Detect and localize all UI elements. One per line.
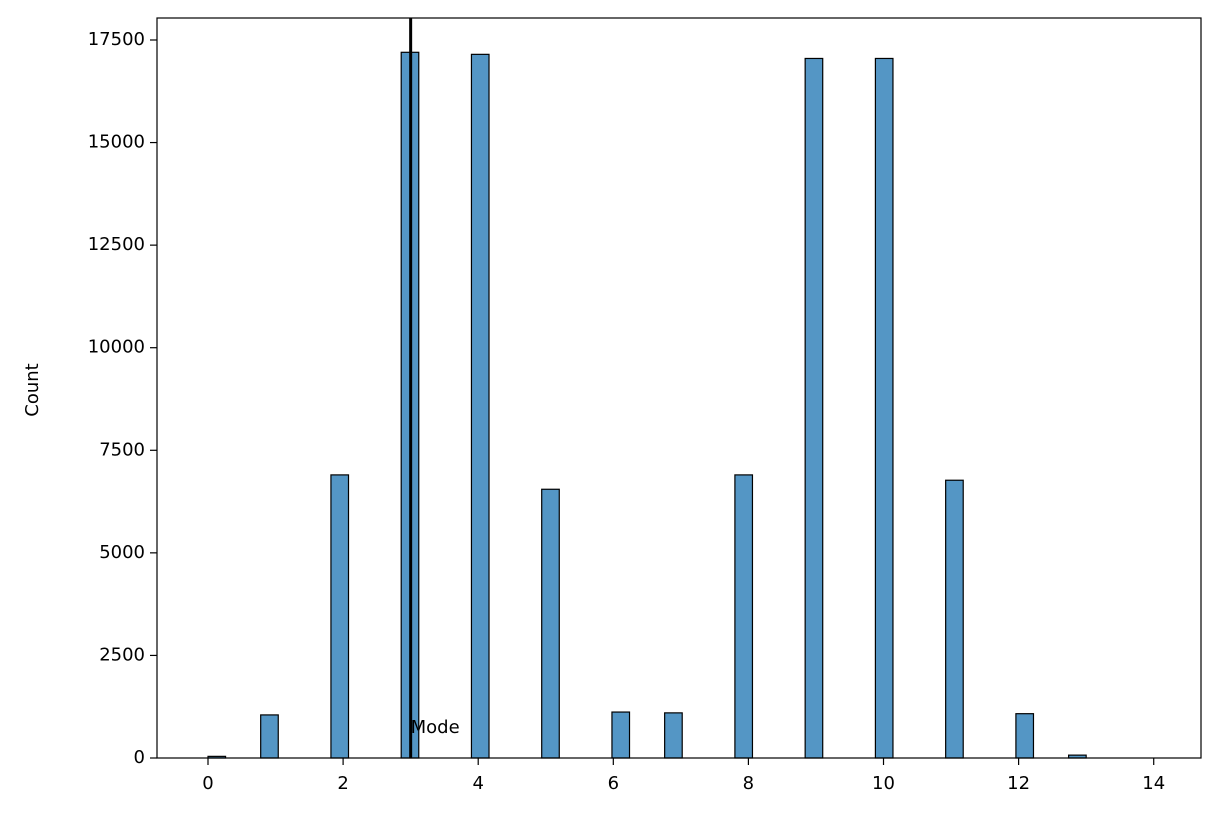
bar <box>734 474 754 759</box>
bar <box>804 57 824 759</box>
bar <box>664 712 683 759</box>
y-axis-label: Count <box>22 363 43 416</box>
x-tick-label: 8 <box>743 773 754 794</box>
y-tick-label: 7500 <box>99 439 145 460</box>
bar <box>611 711 631 759</box>
plot-frame <box>156 17 1202 759</box>
y-tick-label: 15000 <box>88 132 145 153</box>
annotation: Mode <box>411 717 460 738</box>
y-tick-label: 10000 <box>88 337 145 358</box>
x-tick-label: 14 <box>1142 773 1165 794</box>
x-tick-label: 0 <box>202 773 213 794</box>
x-tick-label: 10 <box>872 773 895 794</box>
x-tick-label: 4 <box>472 773 483 794</box>
y-tick-label: 2500 <box>99 644 145 665</box>
bar <box>470 53 490 759</box>
bar <box>541 488 560 759</box>
x-tick-label: 6 <box>608 773 619 794</box>
y-tick-label: 12500 <box>88 234 145 255</box>
y-tick-label: 0 <box>134 747 145 768</box>
bar <box>945 479 964 759</box>
bar <box>330 474 350 759</box>
bar <box>260 714 279 759</box>
x-tick-label: 2 <box>337 773 348 794</box>
bar <box>874 57 894 759</box>
x-tick-label: 12 <box>1007 773 1030 794</box>
y-tick-label: 5000 <box>99 542 145 563</box>
y-tick-label: 17500 <box>88 29 145 50</box>
bar <box>1015 713 1035 759</box>
